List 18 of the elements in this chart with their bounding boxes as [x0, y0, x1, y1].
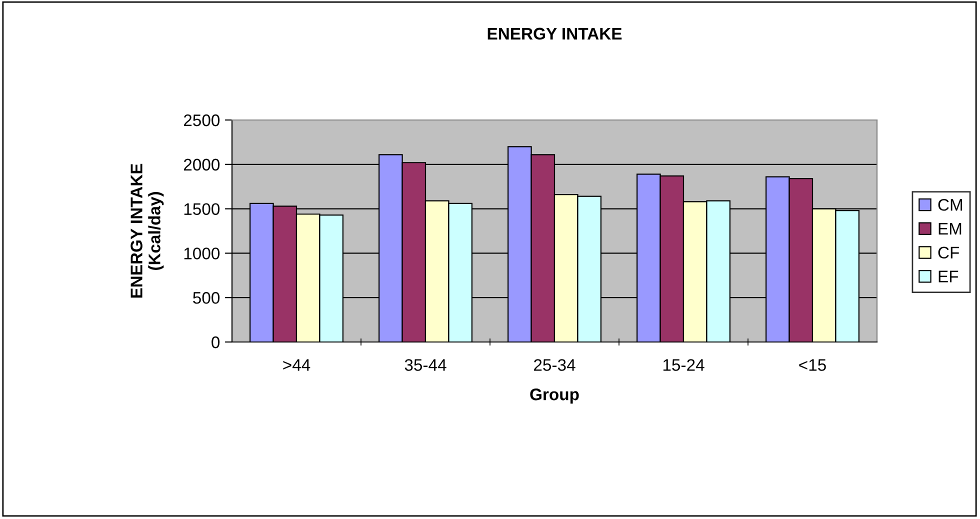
legend-label: EF: [938, 270, 958, 282]
x-tick-label: <15: [799, 359, 826, 371]
y-tick-label: 1500: [184, 203, 220, 216]
x-tick-label: 15-24: [663, 359, 704, 371]
y-tick-label: 500: [193, 292, 220, 304]
legend-label: EM: [938, 223, 962, 234]
chart-title: ENERGY INTAKE: [488, 28, 622, 40]
x-tick-label: >44: [283, 359, 310, 371]
legend-label: CF: [938, 246, 960, 259]
y-axis-title: ENERGY INTAKE (Kcal/day): [130, 164, 164, 298]
x-tick-label: 35-44: [404, 359, 446, 371]
legend-label: CM: [938, 198, 962, 211]
y-tick-label: 0: [212, 336, 220, 348]
x-axis-title: Group: [530, 388, 579, 404]
x-tick-label: 25-34: [534, 359, 576, 371]
y-tick-label: 2000: [184, 158, 220, 171]
y-tick-label: 2500: [184, 114, 220, 126]
y-tick-label: 1000: [184, 248, 220, 260]
